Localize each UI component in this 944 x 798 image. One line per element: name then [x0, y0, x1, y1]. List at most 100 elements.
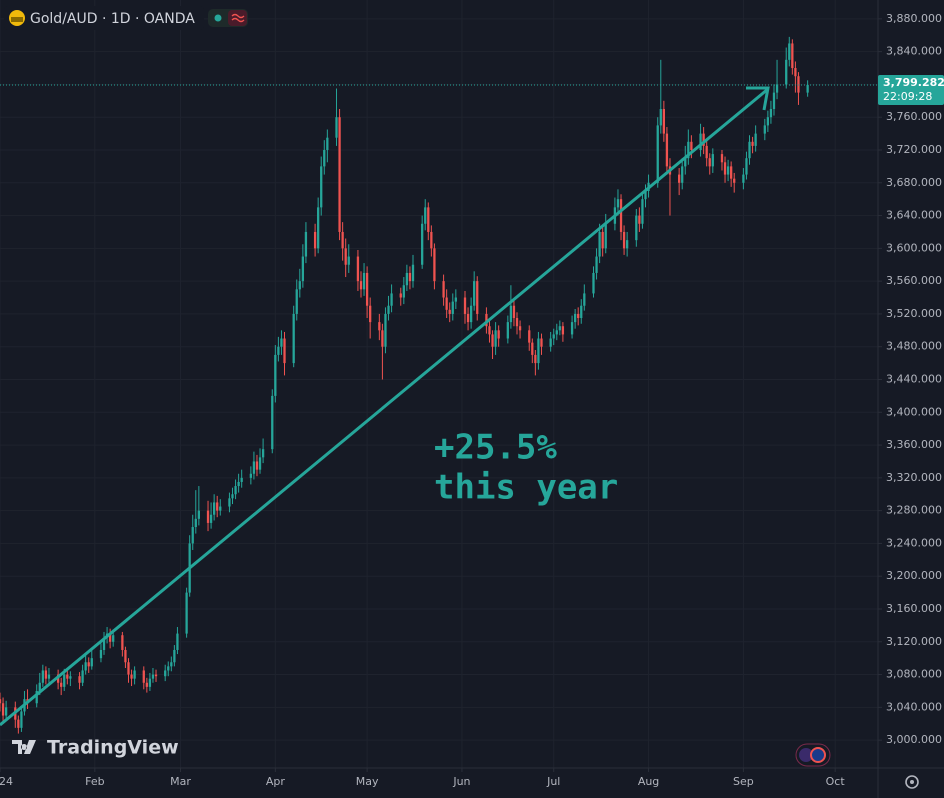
candle-body — [711, 154, 714, 167]
candle — [622, 225, 626, 255]
candle-body — [619, 199, 623, 232]
candle-body — [280, 338, 283, 347]
candle — [304, 222, 308, 264]
candle-body — [176, 633, 179, 650]
candle — [17, 715, 20, 734]
candle-body — [791, 43, 794, 69]
candle — [619, 194, 623, 241]
candle-body — [601, 231, 604, 249]
candle — [515, 312, 519, 335]
candle-body — [185, 592, 188, 634]
candle-body — [17, 719, 20, 728]
candle-body — [549, 338, 552, 347]
candle-body — [494, 330, 497, 347]
candle-body — [170, 662, 173, 667]
candle-body — [145, 682, 148, 687]
candle — [488, 320, 491, 343]
candle — [78, 672, 81, 690]
candle — [130, 669, 133, 687]
candle-body — [540, 338, 543, 347]
candle-body — [497, 330, 500, 339]
axes: 3,000.000 3,040.000 3,080.000 3,120.000 3,16… — [0, 12, 944, 788]
candle-body — [730, 166, 733, 179]
candle — [255, 454, 259, 477]
candle — [528, 325, 531, 351]
candle — [448, 302, 451, 323]
candle-body — [1, 703, 5, 716]
settings-icon-dot[interactable] — [910, 780, 914, 784]
x-tick-label: Oct — [826, 775, 846, 788]
candle — [421, 215, 424, 269]
last-price-label: 3,799.282 — [883, 76, 944, 89]
candle — [399, 287, 402, 306]
candle-body — [616, 199, 620, 208]
candle-body — [580, 305, 583, 319]
candle-body — [592, 272, 595, 294]
candle — [197, 486, 200, 526]
y-tick-label: 3,200.000 — [886, 569, 942, 582]
candle-body — [274, 354, 277, 396]
candle — [424, 199, 427, 231]
candle-body — [433, 248, 436, 282]
candle-body — [604, 223, 607, 249]
candle — [518, 320, 522, 339]
candle — [1, 697, 5, 724]
candle — [356, 249, 360, 291]
candle — [797, 72, 800, 105]
candle-body — [583, 293, 586, 306]
y-tick-label: 3,680.000 — [886, 176, 942, 189]
candle — [570, 315, 574, 339]
candle-body — [531, 342, 534, 355]
candle-body — [66, 674, 69, 679]
candle-body — [0, 699, 2, 704]
candle-body — [570, 322, 574, 335]
candle — [390, 284, 393, 313]
settings-icon[interactable] — [905, 775, 919, 789]
y-tick-label: 3,760.000 — [886, 110, 942, 123]
candle-body — [167, 666, 170, 671]
candle — [408, 266, 412, 290]
event-icon[interactable] — [799, 748, 813, 762]
candle-body — [378, 322, 381, 331]
candle-body — [313, 231, 317, 249]
candle — [723, 156, 727, 183]
candle-body — [641, 199, 644, 224]
candle-body — [405, 272, 409, 286]
candle-body — [35, 690, 38, 704]
candle-body — [38, 682, 41, 691]
candle-body — [304, 231, 308, 257]
x-tick-label: Jun — [452, 775, 470, 788]
candle — [60, 677, 63, 696]
status-pill-red — [228, 10, 247, 26]
trend-arrow — [0, 87, 769, 727]
candle — [142, 666, 145, 690]
candle — [561, 322, 565, 342]
annotation-text: +25.5% — [434, 428, 557, 468]
candle — [261, 438, 265, 464]
y-tick-label: 3,560.000 — [886, 274, 942, 287]
candle-body — [317, 207, 320, 249]
candle-body — [421, 223, 424, 265]
candle-body — [742, 174, 745, 183]
symbol-title[interactable]: Gold/AUD · 1D · OANDA — [30, 11, 195, 27]
candle — [665, 127, 669, 175]
symbol-icon-bar — [11, 17, 23, 22]
candle-body — [228, 498, 231, 507]
candle-body — [102, 637, 106, 650]
candle-body — [733, 178, 736, 183]
candle-body — [237, 481, 240, 487]
candle-body — [277, 346, 280, 355]
candle — [766, 110, 770, 132]
candle — [81, 664, 84, 687]
candle — [237, 473, 240, 493]
candle-body — [381, 330, 384, 347]
y-tick-label: 3,320.000 — [886, 471, 942, 484]
candle-body — [555, 330, 558, 335]
candle-body — [561, 326, 565, 335]
candle — [506, 315, 509, 344]
x-tick-label: Sep — [733, 775, 754, 788]
flag-icon[interactable] — [810, 747, 826, 763]
candle — [573, 309, 577, 329]
candle — [662, 100, 666, 142]
